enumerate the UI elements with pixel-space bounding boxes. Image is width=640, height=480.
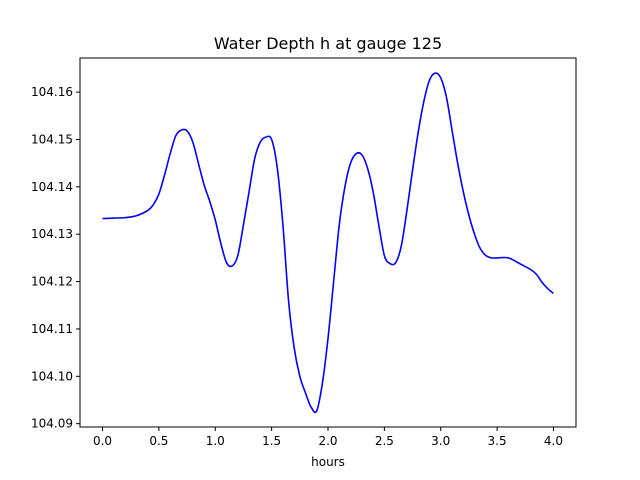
- y-tick-label: 104.11: [31, 322, 73, 336]
- chart-title: Water Depth h at gauge 125: [214, 34, 442, 53]
- x-tick-label: 3.5: [488, 434, 507, 448]
- series-layer: [102, 72, 554, 414]
- series-line: [102, 72, 554, 414]
- y-tick-label: 104.13: [31, 227, 73, 241]
- x-tick-label: 3.0: [431, 434, 450, 448]
- x-axis: 0.0 0.5 1.0 1.5 2.0 2.5 3.0 3.5 4.0: [93, 427, 563, 448]
- y-axis: 104.09 104.10 104.11 104.12 104.13 104.14 104.…: [31, 85, 80, 431]
- x-axis-label: hours: [311, 455, 345, 469]
- y-tick-label: 104.10: [31, 369, 73, 383]
- x-tick-label: 4.0: [544, 434, 563, 448]
- y-tick-label: 104.09: [31, 417, 73, 431]
- x-tick-label: 0.0: [93, 434, 112, 448]
- x-tick-label: 2.5: [375, 434, 394, 448]
- x-tick-label: 1.0: [206, 434, 225, 448]
- y-tick-label: 104.16: [31, 85, 73, 99]
- y-tick-label: 104.15: [31, 132, 73, 146]
- y-tick-label: 104.14: [31, 180, 73, 194]
- y-tick-label: 104.12: [31, 275, 73, 289]
- x-tick-label: 0.5: [149, 434, 168, 448]
- x-tick-label: 2.0: [318, 434, 337, 448]
- x-tick-label: 1.5: [262, 434, 281, 448]
